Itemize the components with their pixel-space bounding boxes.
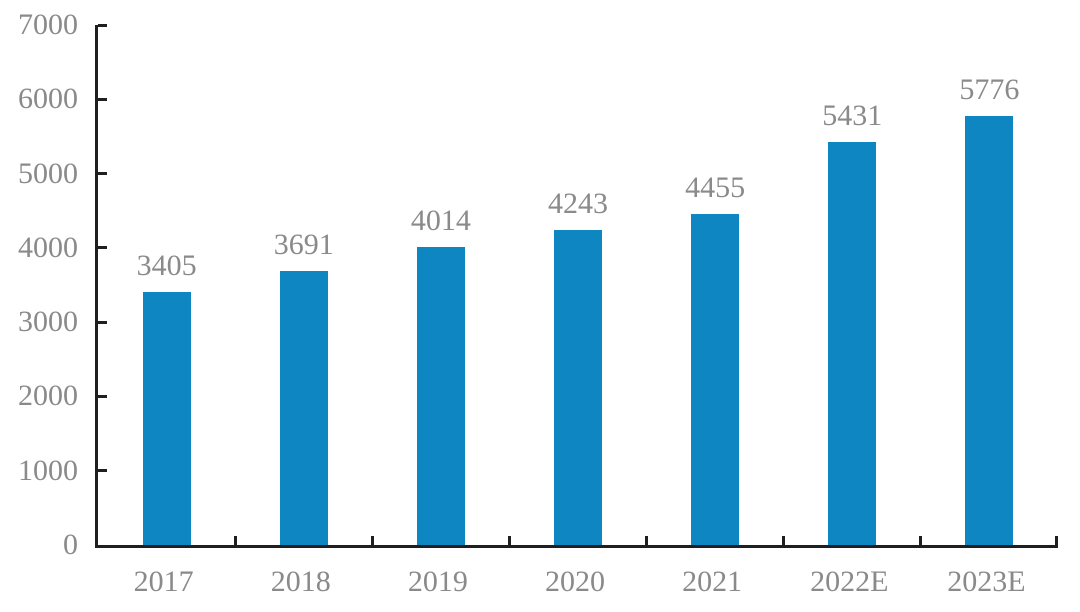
bar-value-label: 5776 <box>959 72 1020 106</box>
x-axis-tick-label: 2018 <box>270 565 331 598</box>
y-axis-tick <box>98 394 107 398</box>
y-axis-tick <box>98 320 107 324</box>
plot-area: 3405 3691 4014 4243 4455 5431 5776 <box>95 23 1058 548</box>
y-axis-tick <box>98 246 107 250</box>
y-axis-tick-label: 3000 <box>18 305 78 339</box>
bar-value-label: 5431 <box>822 98 883 132</box>
bar <box>828 141 877 545</box>
x-axis-tick-label: 2019 <box>407 565 468 598</box>
x-axis-tick-label: 2023E <box>947 565 1026 598</box>
bar-slot: 3405 <box>98 250 235 545</box>
bar <box>416 246 465 545</box>
y-axis-tick-label: 2000 <box>18 379 78 413</box>
x-axis-tick <box>919 536 923 545</box>
bar-value-label: 4014 <box>410 203 471 237</box>
y-axis-tick-label: 0 <box>63 528 78 561</box>
bar-value-label: 4243 <box>547 186 608 220</box>
bar <box>279 270 328 545</box>
bar-slot: 4455 <box>647 172 784 545</box>
bar-slot: 3691 <box>235 227 372 545</box>
x-axis-tick <box>782 536 786 545</box>
bar-value-label: 3691 <box>273 227 334 261</box>
y-axis-tick <box>98 172 107 176</box>
x-axis-tick <box>507 536 511 545</box>
x-axis-tick <box>645 536 649 545</box>
y-axis-tick-label: 7000 <box>18 8 78 41</box>
x-axis-tick-label: 2022E <box>810 565 889 598</box>
bar-slot: 4243 <box>509 186 646 545</box>
bar <box>965 115 1014 545</box>
y-axis-tick-label: 5000 <box>18 156 78 190</box>
x-axis-tick <box>370 536 374 545</box>
bar <box>691 214 740 545</box>
bar-value-label: 3405 <box>136 249 197 283</box>
y-axis-tick-label: 4000 <box>18 230 78 264</box>
bar <box>553 229 602 545</box>
x-axis-tick-label: 2017 <box>133 565 194 598</box>
bar-slot: 4014 <box>372 203 509 545</box>
bar-slot: 5776 <box>921 72 1058 545</box>
y-axis-tick-label: 6000 <box>18 82 78 116</box>
x-axis-tick-label: 2020 <box>544 565 605 598</box>
x-axis-tick <box>233 536 237 545</box>
x-axis-tick-label: 2021 <box>682 565 743 598</box>
y-axis-tick <box>98 469 107 473</box>
x-axis-tick <box>1055 536 1058 545</box>
bar-value-label: 4455 <box>685 171 746 205</box>
bar-slot: 5431 <box>784 98 921 545</box>
y-axis-tick <box>98 97 107 101</box>
y-axis-tick-label: 1000 <box>18 453 78 487</box>
bar <box>142 292 191 545</box>
y-axis-tick <box>98 23 107 27</box>
